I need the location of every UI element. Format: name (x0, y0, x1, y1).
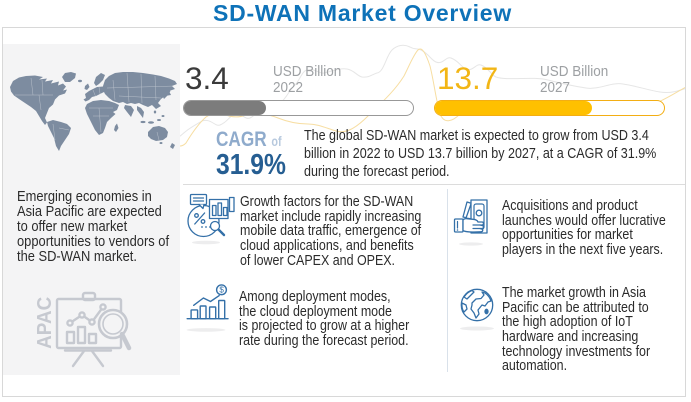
svg-text:$: $ (219, 286, 224, 295)
